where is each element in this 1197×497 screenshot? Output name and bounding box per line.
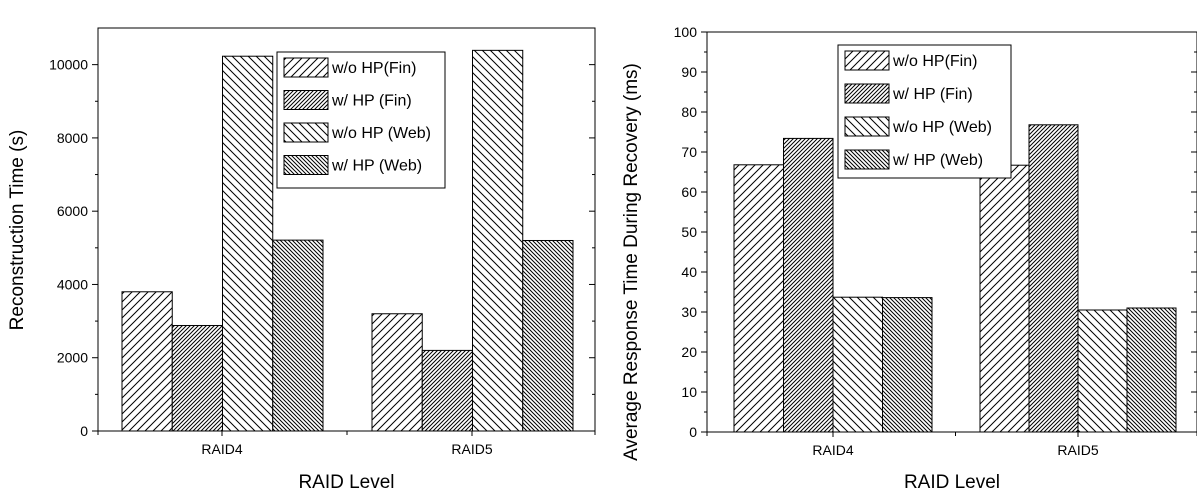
y-tick-label: 2000 (57, 350, 88, 366)
legend-swatch (844, 50, 890, 71)
legend-label: w/o HP(Fin) (331, 60, 416, 77)
bar (171, 324, 223, 432)
bar (733, 164, 784, 433)
y-tick-label: 50 (681, 224, 697, 240)
legend-label: w/ HP (Web) (331, 158, 422, 175)
reconstruction-time-chart: 0 2000 4000 6000 8000 10000 RAID4 RAID5 RAID Lev… (7, 27, 596, 493)
y-tick-label: 90 (681, 64, 697, 80)
y-tick-label: 60 (681, 184, 697, 200)
bar (272, 239, 324, 432)
y-tick-label: 10 (681, 384, 697, 400)
legend-label: w/ HP (Web) (892, 152, 983, 169)
bar (832, 296, 883, 433)
legend-swatch (844, 149, 890, 170)
y-tick-label: 6000 (57, 203, 88, 219)
legend-swatch (283, 155, 329, 175)
bar (783, 137, 834, 433)
legend-label: w/o HP (Web) (892, 119, 992, 136)
legend: w/o HP(Fin) w/ HP (Fin) w/o HP (Web) w/ HP … (276, 51, 446, 189)
y-tick-label: 20 (681, 344, 697, 360)
y-tick-label: 8000 (57, 130, 88, 146)
y-axis-title: Average Response Time During Recovery (m… (621, 63, 642, 461)
bar (1077, 309, 1128, 433)
y-tick-label: 30 (681, 304, 697, 320)
x-tick-label: RAID4 (812, 442, 853, 458)
y-tick-label: 4000 (57, 276, 88, 292)
bar (522, 239, 574, 432)
legend-label: w/o HP (Web) (331, 125, 431, 142)
legend-label: w/o HP(Fin) (892, 53, 977, 70)
legend: w/o HP(Fin) w/ HP (Fin) w/o HP (Web) w/ HP … (837, 44, 1012, 179)
y-axis-title: Reconstruction Time (s) (7, 130, 28, 331)
legend-label: w/ HP (Fin) (892, 86, 973, 103)
x-tick-label: RAID4 (201, 441, 242, 457)
response-time-chart: 0 10 20 30 40 50 60 70 80 90 100 RAID4 RAID5 RAID Lev… (621, 24, 1197, 493)
bar (1126, 307, 1177, 433)
legend-label: w/ HP (Fin) (331, 93, 412, 110)
legend-swatch (283, 90, 329, 110)
bar (979, 164, 1030, 433)
bar (1028, 124, 1079, 433)
bar (421, 349, 473, 432)
y-tick-label: 10000 (49, 57, 88, 73)
x-axis-title: RAID Level (904, 472, 1000, 493)
y-tick-label: 0 (80, 423, 88, 439)
legend-swatch (844, 83, 890, 104)
bar (371, 313, 423, 432)
legend-swatch (844, 116, 890, 137)
y-tick-label: 40 (681, 264, 697, 280)
y-tick-label: 0 (689, 424, 697, 440)
y-tick-label: 70 (681, 144, 697, 160)
bar (222, 55, 274, 432)
x-tick-label: RAID5 (451, 441, 492, 457)
legend-swatch (283, 57, 329, 78)
bar (472, 49, 524, 432)
bar (882, 297, 933, 433)
y-tick-label: 100 (674, 24, 698, 40)
y-tick-label: 80 (681, 104, 697, 120)
x-axis-title: RAID Level (298, 472, 394, 493)
legend-swatch (283, 122, 329, 143)
x-tick-label: RAID5 (1057, 442, 1098, 458)
bar (121, 291, 173, 432)
